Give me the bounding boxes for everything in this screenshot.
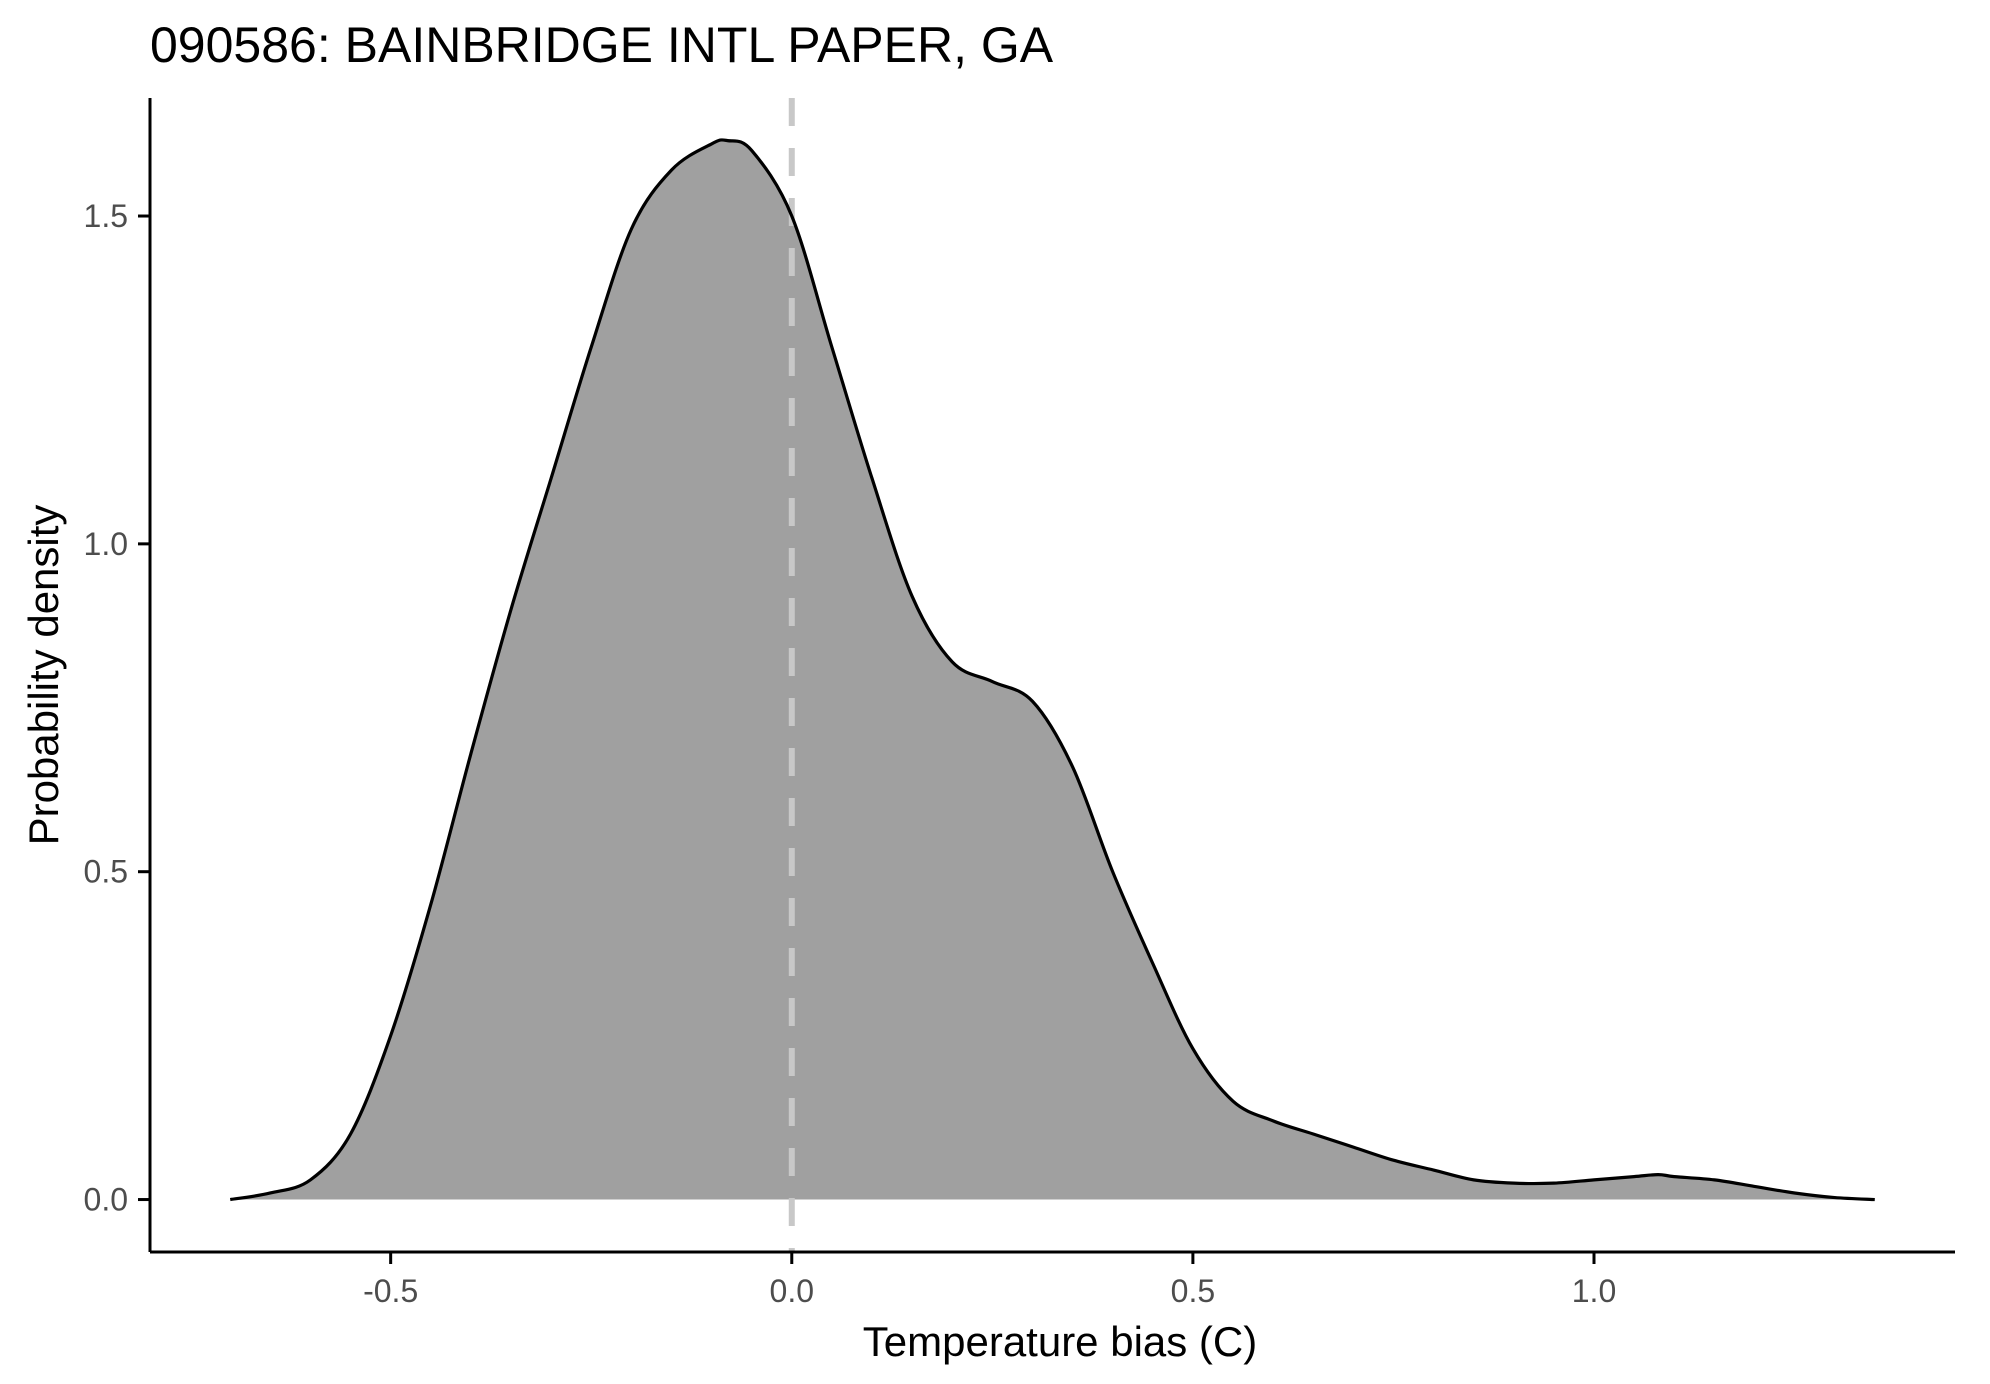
density-curve (229, 138, 1875, 1202)
density-area (230, 139, 1875, 1200)
y-axis-title: Probability density (20, 505, 67, 846)
x-tick-label: 1.0 (1572, 1273, 1616, 1309)
x-tick-label: 0.5 (1171, 1273, 1215, 1309)
chart-title: 090586: BAINBRIDGE INTL PAPER, GA (150, 17, 1054, 73)
plot-area (229, 98, 1875, 1252)
y-tick-label: 0.5 (84, 854, 128, 890)
x-axis-title: Temperature bias (C) (863, 1318, 1257, 1365)
x-tick-label: -0.5 (363, 1273, 418, 1309)
y-axis: 0.0 0.5 1.0 1.5 (84, 98, 152, 1252)
x-axis: -0.5 0.0 0.5 1.0 (150, 1250, 1955, 1309)
y-tick-label: 0.0 (84, 1182, 128, 1218)
y-tick-label: 1.0 (84, 526, 128, 562)
x-tick-label: 0.0 (770, 1273, 814, 1309)
y-tick-label: 1.5 (84, 198, 128, 234)
